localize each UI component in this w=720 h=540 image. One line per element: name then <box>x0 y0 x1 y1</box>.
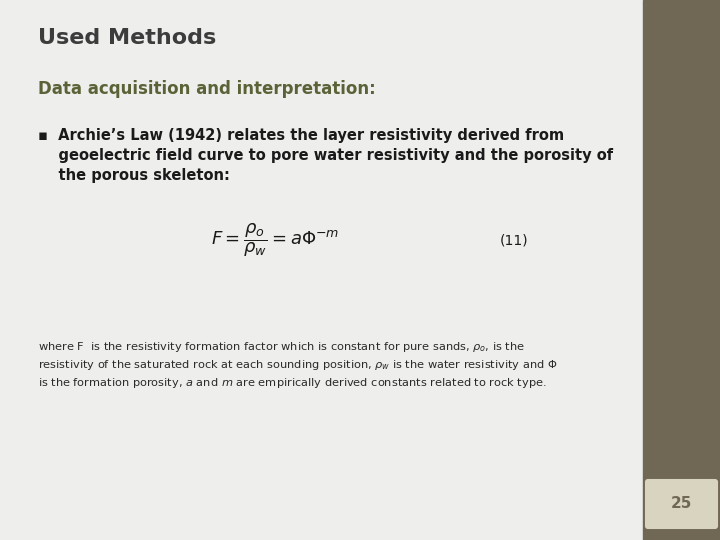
Text: Data acquisition and interpretation:: Data acquisition and interpretation: <box>38 80 376 98</box>
Text: Used Methods: Used Methods <box>38 28 216 48</box>
Text: 25: 25 <box>671 496 692 511</box>
Text: $F = \dfrac{\rho_o}{\rho_w} = a\Phi^{-m}$: $F = \dfrac{\rho_o}{\rho_w} = a\Phi^{-m}… <box>211 221 339 259</box>
FancyBboxPatch shape <box>646 480 717 528</box>
Text: (11): (11) <box>500 233 528 247</box>
Text: is the formation porosity, $\it{a}$ and $\it{m}$ are empirically derived constan: is the formation porosity, $\it{a}$ and … <box>38 376 546 390</box>
Text: where F  is the resistivity formation factor which is constant for pure sands, $: where F is the resistivity formation fac… <box>38 340 525 354</box>
Text: geoelectric field curve to pore water resistivity and the porosity of: geoelectric field curve to pore water re… <box>38 148 613 163</box>
Bar <box>643 0 720 540</box>
Text: resistivity of the saturated rock at each sounding position, $\rho_w$ is the wat: resistivity of the saturated rock at eac… <box>38 358 557 372</box>
Text: the porous skeleton:: the porous skeleton: <box>38 168 230 183</box>
Text: ▪  Archie’s Law (1942) relates the layer resistivity derived from: ▪ Archie’s Law (1942) relates the layer … <box>38 128 564 143</box>
